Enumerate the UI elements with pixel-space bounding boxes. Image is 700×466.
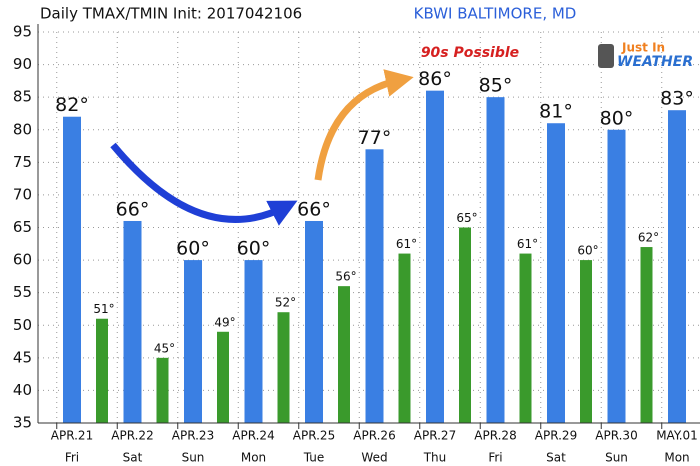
bar xyxy=(365,149,384,424)
y-tick-label: 65 xyxy=(13,218,32,236)
value-label: 65° xyxy=(456,211,477,225)
bar xyxy=(123,220,142,423)
value-label: 52° xyxy=(275,296,296,310)
y-tick-label: 55 xyxy=(13,283,32,301)
y-tick-label: 50 xyxy=(13,316,32,334)
bar xyxy=(580,260,592,423)
value-label: 60° xyxy=(577,244,598,258)
y-tick-label: 90 xyxy=(13,55,32,73)
y-tick-label: 40 xyxy=(13,381,32,399)
bar xyxy=(96,318,108,423)
x-tick-label: Mon xyxy=(241,451,266,465)
x-tick-label: Sun xyxy=(182,451,205,465)
x-tick-label: Fri xyxy=(488,451,502,465)
chart-title: Daily TMAX/TMIN Init: 2017042106 xyxy=(40,5,302,23)
value-label: 80° xyxy=(600,107,634,129)
bar xyxy=(63,116,81,423)
value-label: 85° xyxy=(479,75,513,97)
y-tick-label: 75 xyxy=(13,153,32,171)
annotation: 90s Possible xyxy=(421,45,519,61)
value-label: 82° xyxy=(55,94,89,116)
value-label: 86° xyxy=(418,68,452,90)
value-label: 61° xyxy=(517,237,538,251)
value-label: 83° xyxy=(660,88,694,110)
bar xyxy=(607,129,626,423)
y-tick-label: 70 xyxy=(13,185,32,203)
logo-text: WEATHER xyxy=(617,54,693,70)
y-tick-label: 80 xyxy=(13,120,32,138)
y-tick-label: 85 xyxy=(13,88,32,106)
bar xyxy=(217,331,229,423)
x-tick-label: APR.21 xyxy=(51,429,93,443)
y-tick-label: 95 xyxy=(13,23,32,41)
x-tick-label: Sat xyxy=(546,451,566,465)
bar xyxy=(338,286,350,423)
trend-arrow xyxy=(110,142,298,226)
trend-arrow xyxy=(314,69,414,181)
y-tick-label: 45 xyxy=(13,348,32,366)
value-label: 66° xyxy=(116,198,150,220)
value-label: 51° xyxy=(93,302,114,316)
bar xyxy=(244,260,263,423)
x-tick-label: APR.23 xyxy=(172,429,214,443)
x-tick-label: Fri xyxy=(65,451,79,465)
x-tick-label: APR.28 xyxy=(474,429,516,443)
bar xyxy=(640,247,653,423)
value-label: 56° xyxy=(335,270,356,284)
bar xyxy=(426,90,444,424)
x-tick-label: APR.25 xyxy=(293,429,335,443)
chart-subtitle: KBWI BALTIMORE, MD xyxy=(414,5,577,23)
x-tick-label: APR.24 xyxy=(232,429,274,443)
value-label: 77° xyxy=(358,127,392,149)
bar xyxy=(459,227,471,423)
bar xyxy=(184,260,202,423)
bar xyxy=(305,220,323,423)
value-label: 60° xyxy=(176,238,210,260)
bar xyxy=(398,253,411,423)
value-label: 81° xyxy=(539,101,573,123)
logo-text: Just In xyxy=(621,41,665,55)
value-label: 61° xyxy=(396,237,417,251)
bar xyxy=(547,123,565,423)
x-tick-label: APR.26 xyxy=(353,429,395,443)
x-tick-label: APR.30 xyxy=(595,429,637,443)
bar xyxy=(519,253,532,423)
value-label: 45° xyxy=(154,341,175,355)
value-label: 60° xyxy=(237,238,271,260)
value-label: 66° xyxy=(297,198,331,220)
value-label: 62° xyxy=(638,231,659,245)
y-tick-label: 60 xyxy=(13,251,32,269)
bar xyxy=(668,110,686,423)
x-tick-label: APR.22 xyxy=(111,429,153,443)
x-tick-label: Mon xyxy=(664,451,689,465)
bar xyxy=(277,312,290,423)
x-tick-label: APR.29 xyxy=(535,429,577,443)
bar xyxy=(486,97,505,424)
x-tick-label: Sat xyxy=(123,451,143,465)
x-tick-label: Thu xyxy=(423,451,447,465)
logo-icon xyxy=(598,44,614,68)
x-tick-label: Wed xyxy=(361,451,387,465)
y-tick-label: 35 xyxy=(13,414,32,432)
plot-area: 35 40 45 50 55 60 65 70 75 80 85 90 95 APR.21 Fri APR.2… xyxy=(13,23,700,465)
x-tick-label: MAY.01 xyxy=(656,429,698,443)
x-tick-label: Tue xyxy=(303,451,325,465)
value-label: 49° xyxy=(214,315,235,329)
x-tick-label: Sun xyxy=(605,451,628,465)
bar xyxy=(156,357,169,423)
x-tick-label: APR.27 xyxy=(414,429,456,443)
